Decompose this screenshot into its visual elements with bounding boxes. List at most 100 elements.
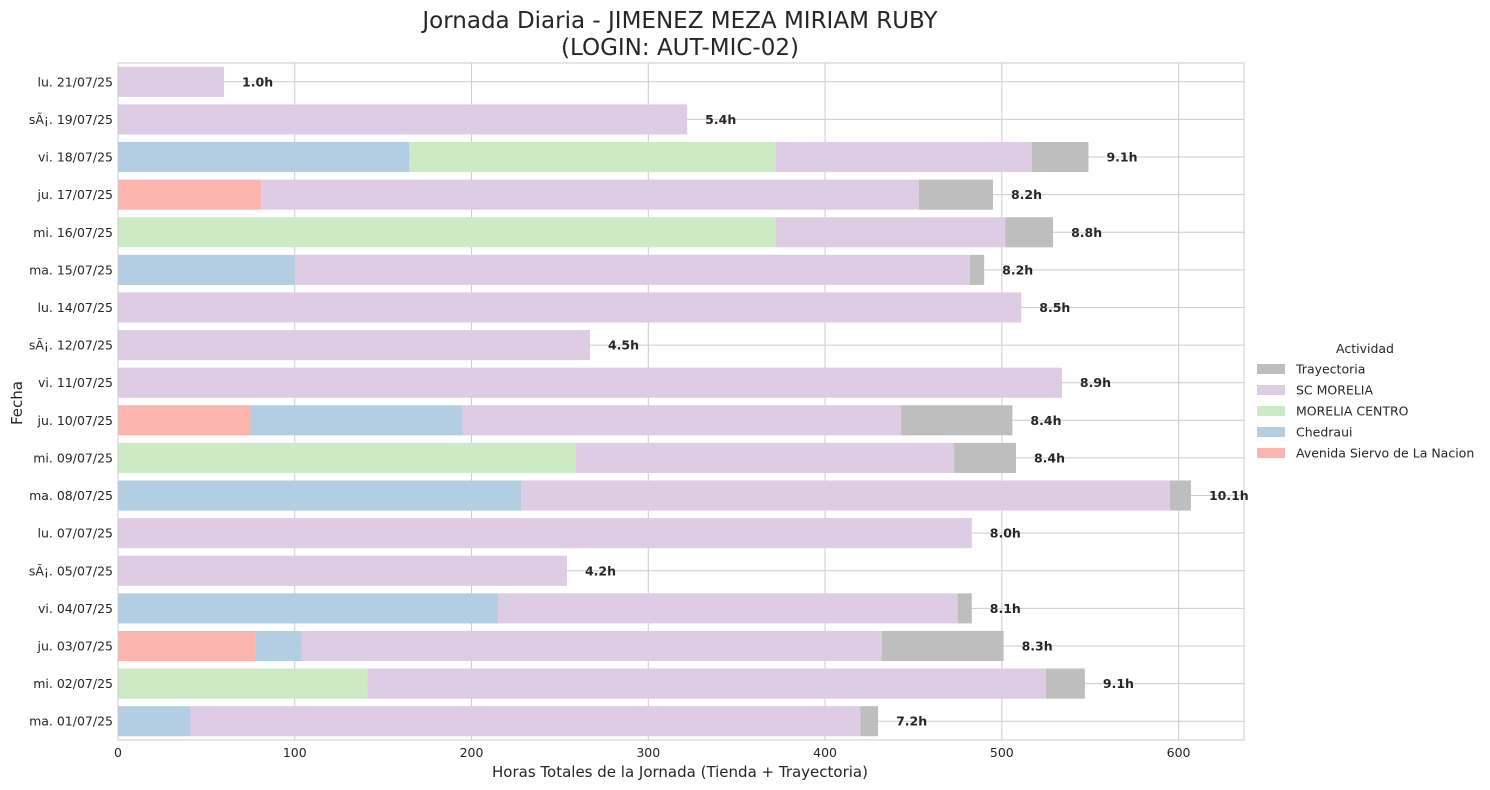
y-tick-label: lu. 07/07/25	[38, 526, 113, 541]
bar-total-label: 8.2h	[1011, 187, 1042, 202]
bar-total-label: 1.0h	[242, 74, 273, 89]
bar-segment	[575, 442, 955, 473]
y-tick-label: vi. 18/07/25	[38, 150, 113, 165]
bar-segment	[918, 179, 993, 210]
bar-segment	[118, 292, 1022, 323]
bar-segment	[118, 442, 576, 473]
y-tick-label: vi. 11/07/25	[38, 375, 113, 390]
bar-segment	[118, 518, 972, 549]
bar-segment	[881, 630, 1004, 662]
legend-swatch	[1257, 427, 1285, 437]
bar-total-label: 8.9h	[1080, 375, 1111, 390]
bar-segment	[250, 405, 463, 436]
legend-entry: Avenida Siervo de La Nacion	[1296, 446, 1474, 461]
bar-segment	[367, 668, 1047, 699]
bar-segment	[118, 367, 1062, 398]
y-tick-label: ma. 15/07/25	[29, 262, 113, 277]
bar-segment	[1031, 141, 1089, 173]
bar-total-label: 8.4h	[1034, 450, 1065, 465]
bar-total-label: 9.1h	[1103, 676, 1134, 691]
bar-total-label: 8.1h	[990, 601, 1021, 616]
bar-segment	[118, 593, 499, 624]
bar-segment	[1169, 480, 1191, 511]
legend-swatch	[1257, 385, 1285, 395]
y-tick-label: sÃ¡. 12/07/25	[29, 338, 113, 353]
bar-segment	[261, 179, 919, 210]
chart-subtitle: (LOGIN: AUT-MIC-02)	[561, 35, 799, 61]
legend-swatch	[1257, 406, 1285, 416]
bar-segment	[409, 141, 776, 173]
x-tick-label: 400	[813, 745, 837, 760]
bar-segment	[301, 630, 882, 662]
y-tick-label: ju. 10/07/25	[37, 413, 113, 428]
y-tick-label: sÃ¡. 19/07/25	[29, 112, 113, 127]
bar-segment	[255, 630, 302, 662]
legend-swatch	[1257, 364, 1285, 374]
y-tick-label: lu. 21/07/25	[38, 74, 113, 89]
legend-swatch	[1257, 448, 1285, 458]
data-labels: 7.2h 9.1h 8.3h 8.1h 4.2h 8.0h 10.1h 8.4h 8.4h 8.9…	[242, 74, 1249, 728]
y-tick-label: sÃ¡. 05/07/25	[29, 563, 113, 578]
bar-segment	[957, 593, 972, 624]
bar-total-label: 4.5h	[608, 338, 639, 353]
bar-segment	[118, 66, 225, 97]
bar-segment	[118, 668, 368, 699]
y-tick-label: mi. 09/07/25	[33, 450, 113, 465]
y-tick-label: ju. 03/07/25	[37, 638, 113, 653]
legend-entry: MORELIA CENTRO	[1296, 404, 1409, 419]
bar-segment	[118, 141, 410, 173]
bar-total-label: 5.4h	[705, 112, 736, 127]
bar-total-label: 4.2h	[585, 563, 616, 578]
legend-entry: Chedraui	[1296, 425, 1352, 440]
bar-segment	[118, 555, 567, 586]
legend: Actividad Trayectoria SC MORELIA MORELIA C…	[1257, 341, 1474, 461]
bar-total-label: 7.2h	[896, 714, 927, 729]
bar-segment	[118, 480, 522, 511]
y-tick-label: mi. 02/07/25	[33, 676, 113, 691]
bar-segment	[1046, 668, 1085, 699]
bar-segment	[1005, 217, 1054, 248]
bar-total-label: 10.1h	[1209, 488, 1249, 503]
bar-segment	[498, 593, 958, 624]
x-axis-label: Horas Totales de la Jornada (Tienda + Tr…	[492, 763, 868, 781]
x-tick-label: 500	[990, 745, 1014, 760]
bar-segment	[901, 405, 1013, 436]
axis-ticks: 0 100 200 300 400 500 600 ma. 01/07/25 mi. 02/07…	[29, 74, 1191, 760]
x-tick-label: 0	[114, 745, 122, 760]
y-tick-label: ju. 17/07/25	[37, 187, 113, 202]
bar-total-label: 9.1h	[1106, 150, 1137, 165]
bar-total-label: 8.4h	[1030, 413, 1061, 428]
bar-total-label: 8.8h	[1071, 225, 1102, 240]
bar-segment	[118, 330, 590, 361]
y-tick-label: lu. 14/07/25	[38, 300, 113, 315]
bar-segment	[775, 217, 1006, 248]
legend-title: Actividad	[1336, 341, 1394, 356]
bar-total-label: 8.0h	[990, 526, 1021, 541]
y-axis-label: Fecha	[8, 381, 26, 425]
bar-segment	[860, 706, 879, 737]
bar-segment	[118, 217, 776, 248]
y-tick-label: ma. 01/07/25	[29, 714, 113, 729]
bar-total-label: 8.5h	[1039, 300, 1070, 315]
bar-segment	[954, 442, 1016, 473]
x-tick-label: 100	[283, 745, 307, 760]
bar-segment	[118, 706, 191, 737]
bar-segment	[970, 254, 985, 285]
x-tick-label: 300	[636, 745, 660, 760]
plot-frame	[117, 62, 1245, 741]
y-tick-label: ma. 08/07/25	[29, 488, 113, 503]
bar-segment	[775, 141, 1032, 173]
legend-entry: Trayectoria	[1295, 362, 1365, 377]
legend-entry: SC MORELIA	[1296, 383, 1373, 398]
bar-segment	[118, 179, 262, 210]
x-tick-label: 600	[1167, 745, 1191, 760]
bar-segment	[462, 405, 902, 436]
bar-segment	[118, 104, 688, 135]
bar-segment	[118, 405, 251, 436]
y-tick-label: vi. 04/07/25	[38, 601, 113, 616]
x-tick-label: 200	[460, 745, 484, 760]
y-tick-label: mi. 16/07/25	[33, 225, 113, 240]
bar-segment	[521, 480, 1170, 511]
bar-total-label: 8.3h	[1022, 638, 1053, 653]
